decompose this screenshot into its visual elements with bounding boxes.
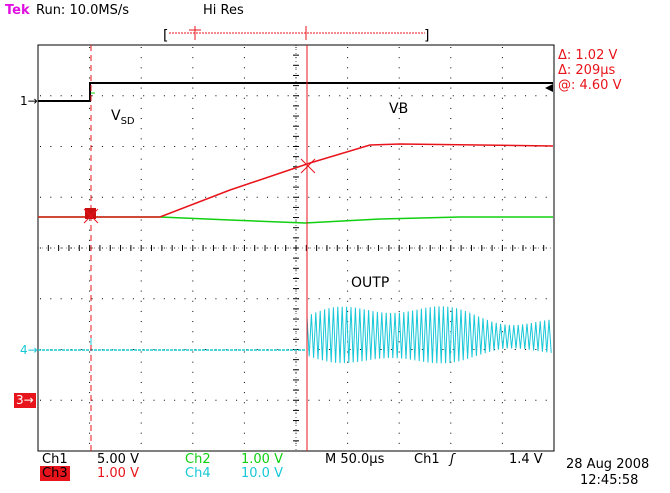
- svg-text:]: ]: [424, 28, 429, 44]
- ch2-scale: 1.00 V: [241, 452, 283, 467]
- trigger-slope-icon: ʃ: [450, 452, 455, 467]
- ch3-ground-marker: 3→: [14, 393, 36, 408]
- cursor-at-v: @: 4.60 V: [558, 78, 622, 93]
- ch1-scale: 5.00 V: [97, 452, 139, 467]
- ch3-scale: 1.00 V: [97, 466, 139, 481]
- ch3-label: Ch3: [40, 466, 70, 481]
- ch3-ground-marker-label: 3→: [16, 393, 34, 407]
- vb-label: VB: [389, 101, 409, 117]
- svg-text:[: [: [163, 28, 168, 44]
- date-readout: 28 Aug 2008: [566, 457, 650, 472]
- run-status: Run: 10.0MS/s: [36, 3, 130, 18]
- ch4-trace-burst: [306, 306, 552, 364]
- cursor-b-marker: [300, 158, 316, 174]
- vsd-label: VSD: [111, 109, 135, 129]
- brand-label: Tek: [5, 3, 30, 18]
- cursor-delta-t: Δ: 209µs: [558, 63, 616, 78]
- ch4-ground-marker: 4→: [20, 343, 38, 357]
- ch1-label: Ch1: [42, 452, 68, 467]
- ch4-scale: 10.0 V: [241, 466, 283, 481]
- trigger-level: 1.4 V: [509, 452, 543, 467]
- graticule-grid: [37, 44, 555, 452]
- ch4-oscillation: [306, 306, 552, 364]
- ch1-ground-marker: 1→: [20, 94, 38, 108]
- trigger-level-arrow: [545, 84, 553, 92]
- ch4-label: Ch4: [185, 466, 211, 481]
- time-readout: 12:45:58: [580, 473, 639, 488]
- acquisition-mode: Hi Res: [203, 3, 244, 18]
- timebase: M 50.0µs: [325, 452, 385, 467]
- trigger-source: Ch1: [414, 452, 440, 467]
- outp-label: OUTP: [351, 275, 390, 291]
- cursor-a-marker: [83, 208, 99, 224]
- cursor-delta-v: Δ: 1.02 V: [558, 48, 618, 63]
- ch2-label: Ch2: [185, 452, 211, 467]
- ch1-trace: [38, 82, 553, 102]
- record-view-bar: [ ]: [163, 26, 429, 44]
- ch3-label-box: Ch3: [40, 466, 70, 481]
- ch3-trace: [38, 143, 554, 218]
- vsd-label-main: V: [111, 108, 121, 124]
- vsd-label-sub: SD: [120, 115, 135, 127]
